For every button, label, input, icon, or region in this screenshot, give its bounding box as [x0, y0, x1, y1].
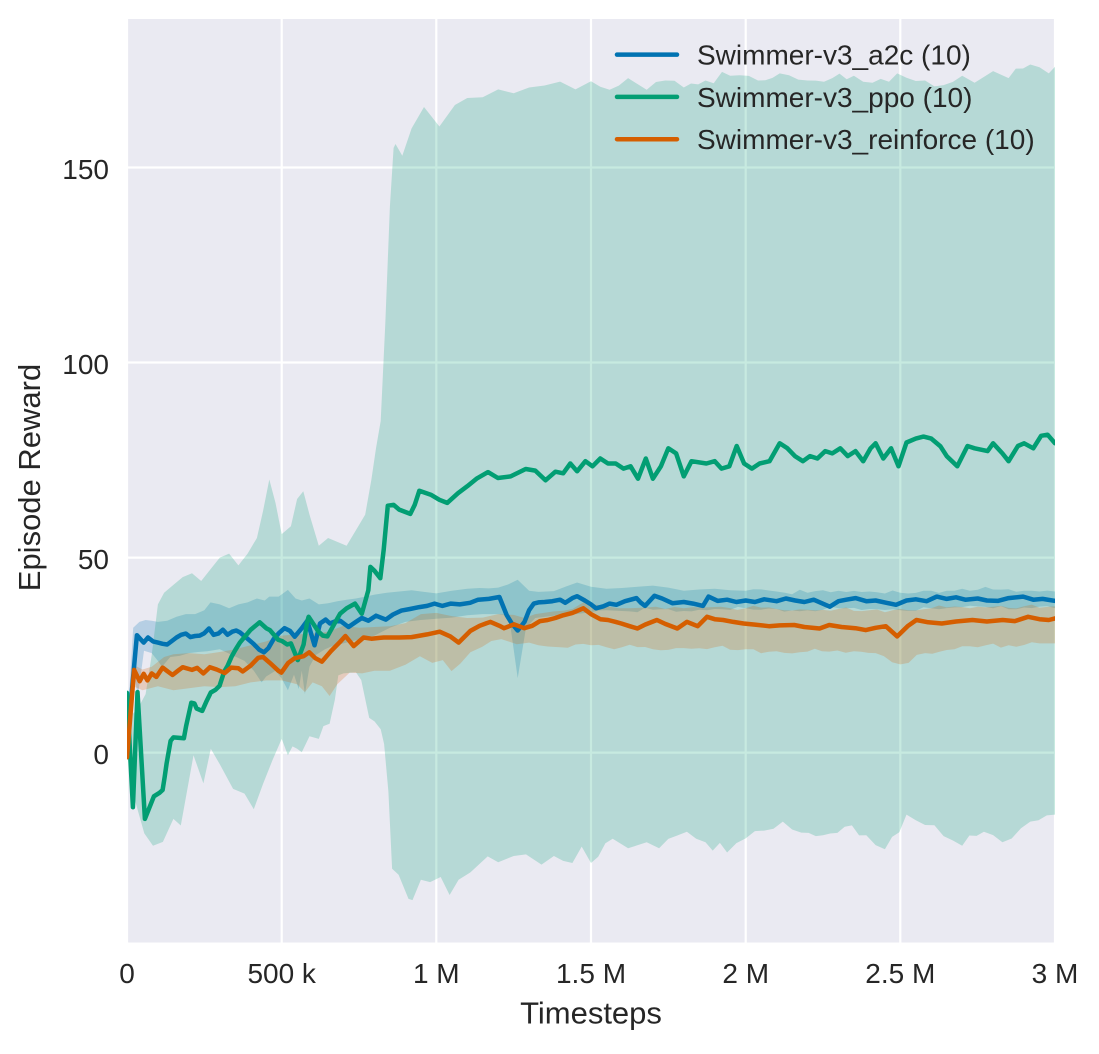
svg-text:500 k: 500 k: [247, 958, 316, 989]
svg-text:3 M: 3 M: [1032, 958, 1079, 989]
svg-text:2 M: 2 M: [722, 958, 769, 989]
svg-text:Swimmer-v3_a2c (10): Swimmer-v3_a2c (10): [697, 40, 971, 71]
svg-text:0: 0: [93, 739, 109, 770]
svg-text:50: 50: [78, 544, 109, 575]
svg-text:Episode Reward: Episode Reward: [12, 364, 47, 591]
svg-text:2.5 M: 2.5 M: [865, 958, 935, 989]
svg-text:Swimmer-v3_ppo (10): Swimmer-v3_ppo (10): [697, 82, 972, 113]
svg-text:150: 150: [62, 154, 109, 185]
svg-text:1 M: 1 M: [413, 958, 460, 989]
svg-text:Swimmer-v3_reinforce (10): Swimmer-v3_reinforce (10): [697, 124, 1035, 155]
svg-text:0: 0: [119, 958, 135, 989]
svg-text:1.5 M: 1.5 M: [556, 958, 626, 989]
svg-text:Timesteps: Timesteps: [520, 996, 662, 1031]
svg-text:100: 100: [62, 349, 109, 380]
